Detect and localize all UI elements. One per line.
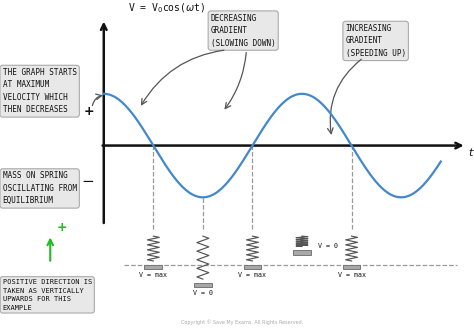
Text: THE GRAPH STARTS
AT MAXIMUM
VELOCITY WHICH
THEN DECREASES: THE GRAPH STARTS AT MAXIMUM VELOCITY WHI… [3,68,77,115]
Text: POSITIVE DIRECTION IS
TAKEN AS VERTICALLY
UPWARDS FOR THIS
EXAMPLE: POSITIVE DIRECTION IS TAKEN AS VERTICALL… [3,279,92,311]
Text: −: − [81,174,94,189]
Text: MASS ON SPRING
OSCILLATING FROM
EQUILIBRIUM: MASS ON SPRING OSCILLATING FROM EQUILIBR… [3,172,77,206]
Text: t: t [468,148,473,158]
Text: V = max: V = max [337,272,365,279]
Text: V = 0: V = 0 [193,290,213,296]
Text: +: + [56,220,67,234]
FancyBboxPatch shape [194,283,212,287]
Text: DECREASING
GRADIENT
(SLOWING DOWN): DECREASING GRADIENT (SLOWING DOWN) [211,14,275,48]
FancyBboxPatch shape [343,265,360,269]
FancyBboxPatch shape [244,265,261,269]
Text: +: + [83,105,94,118]
Text: Copyright © Save My Exams. All Rights Reserved.: Copyright © Save My Exams. All Rights Re… [182,319,304,325]
Text: V = 0: V = 0 [318,243,338,249]
Text: V = max: V = max [139,272,167,279]
Text: INCREASING
GRADIENT
(SPEEDING UP): INCREASING GRADIENT (SPEEDING UP) [346,24,406,58]
Text: V = V$_0$cos($\omega$t): V = V$_0$cos($\omega$t) [128,2,205,15]
FancyBboxPatch shape [145,265,162,269]
Text: V = max: V = max [238,272,266,279]
FancyBboxPatch shape [293,250,311,255]
